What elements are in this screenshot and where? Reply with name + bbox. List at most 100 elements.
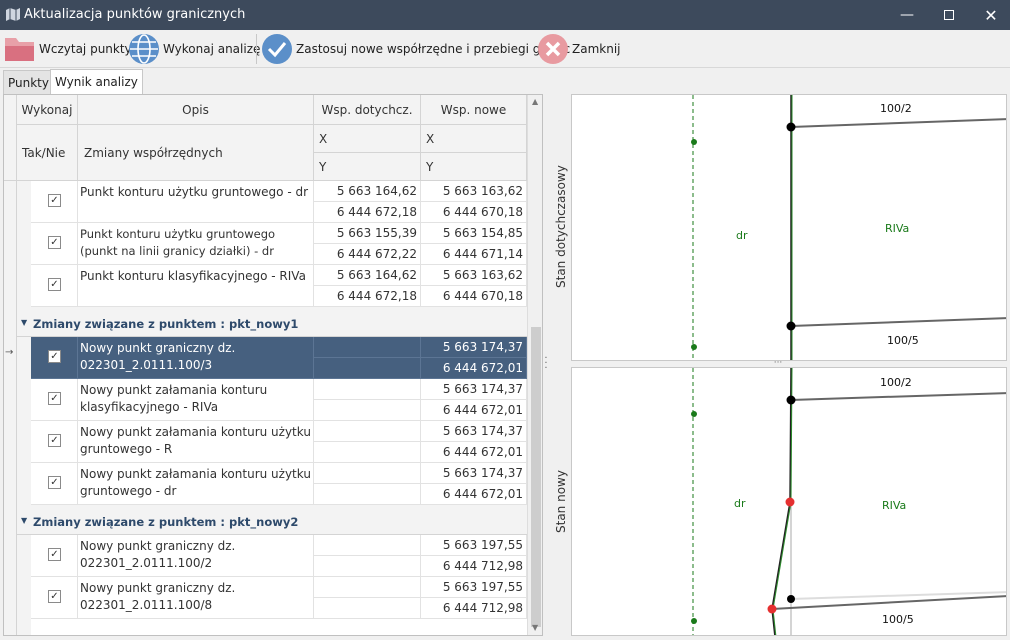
table-row: ✓ <box>31 421 78 463</box>
header-new-coords[interactable]: Wsp. nowe <box>421 95 527 125</box>
map-point <box>691 139 697 145</box>
group-header-pkt-nowy1[interactable]: ▼ Zmiany związane z punktem : pkt_nowy1 <box>17 307 527 337</box>
old-y-cell: 6 444 672,18 <box>314 286 421 307</box>
tab-points[interactable]: Punkty <box>3 70 54 94</box>
new-x-cell: 5 663 174,37 <box>421 337 527 358</box>
old-y-cell <box>314 400 421 421</box>
new-x-cell: 5 663 174,37 <box>421 379 527 400</box>
new-y-cell: 6 444 670,18 <box>421 202 527 223</box>
group-indent <box>17 535 31 635</box>
apply-changes-button[interactable]: Zastosuj nowe współrzędne i przebiegi gr… <box>261 33 570 65</box>
collapse-icon[interactable]: ▼ <box>21 318 28 327</box>
close-dialog-label: Zamknij <box>572 42 621 56</box>
new-x-cell: 5 663 163,62 <box>421 181 527 202</box>
vertical-splitter-grip[interactable]: · · · <box>544 353 548 374</box>
header-description[interactable]: Opis <box>78 95 314 125</box>
tab-bar: Punkty Wynik analizy <box>0 68 1010 94</box>
new-contour-line <box>772 368 793 635</box>
execute-checkbox[interactable]: ✓ <box>48 278 61 291</box>
scrollbar-thumb[interactable] <box>531 327 541 627</box>
load-points-label: Wczytaj punkty <box>39 42 132 56</box>
execute-checkbox[interactable]: ✓ <box>48 434 61 447</box>
maximize-button[interactable] <box>926 0 972 30</box>
new-x-cell: 5 663 163,62 <box>421 265 527 286</box>
close-dialog-button[interactable]: Zamknij <box>537 33 621 65</box>
parcel-line-top <box>790 118 1006 128</box>
table-row: ✓ <box>31 265 78 307</box>
header-new-y: Y <box>421 153 527 181</box>
scroll-down-icon[interactable]: ▼ <box>532 623 539 632</box>
header-yes-no: Tak/Nie <box>17 125 78 181</box>
execute-checkbox[interactable]: ✓ <box>48 476 61 489</box>
row-description: Nowy punkt załamania konturu użytku grun… <box>78 463 314 505</box>
globe-icon <box>129 34 159 64</box>
minimize-button[interactable]: — <box>884 0 930 30</box>
current-row-arrow-icon: → <box>5 347 14 358</box>
group-title: Zmiany związane z punktem : pkt_nowy2 <box>33 515 299 529</box>
new-y-cell: 6 444 670,18 <box>421 286 527 307</box>
tab-analysis-result[interactable]: Wynik analizy <box>50 69 143 94</box>
landuse-label-left: dr <box>736 229 748 242</box>
table-row: ✓ <box>31 223 78 265</box>
grid-scrollbar[interactable]: ▲ ▼ <box>527 95 542 635</box>
load-points-button[interactable]: Wczytaj punkty <box>4 33 132 65</box>
header-execute[interactable]: Wykonaj <box>17 95 78 125</box>
map-point <box>691 411 697 417</box>
execute-checkbox[interactable]: ✓ <box>48 236 61 249</box>
scroll-up-icon[interactable]: ▲ <box>532 97 539 106</box>
old-x-cell: 5 663 164,62 <box>314 181 421 202</box>
horizontal-splitter-grip[interactable]: ··· <box>773 358 783 368</box>
header-old-coords[interactable]: Wsp. dotychcz. <box>314 95 421 125</box>
new-y-cell: 6 444 672,01 <box>421 400 527 421</box>
old-parcel-line-bottom <box>790 591 1006 600</box>
toolbar: Wczytaj punkty Wykonaj analizę Zastosuj … <box>0 30 1010 68</box>
old-x-cell <box>314 379 421 400</box>
old-x-cell: 5 663 155,39 <box>314 223 421 244</box>
map-after-panel[interactable]: 100/2 100/5 dr RIVa <box>571 367 1007 636</box>
parcel-line-bottom <box>790 317 1006 327</box>
row-description: Punkt konturu użytku gruntowego (punkt n… <box>78 223 314 265</box>
execute-checkbox[interactable]: ✓ <box>48 548 61 561</box>
execute-checkbox[interactable]: ✓ <box>48 194 61 207</box>
close-icon: ✕ <box>984 5 998 25</box>
map-point <box>691 344 697 350</box>
run-analysis-button[interactable]: Wykonaj analizę <box>128 33 260 65</box>
execute-checkbox[interactable]: ✓ <box>48 392 61 405</box>
boundary-point <box>786 122 796 132</box>
row-indicator <box>4 307 17 507</box>
table-row: ✓ <box>31 181 78 223</box>
old-y-cell <box>314 358 421 379</box>
execute-checkbox[interactable]: ✓ <box>48 590 61 603</box>
apply-changes-label: Zastosuj nowe współrzędne i przebiegi gr… <box>296 42 571 56</box>
header-new-x: X <box>421 125 527 153</box>
new-point-marker <box>767 604 777 614</box>
map-point <box>691 618 697 624</box>
new-x-cell: 5 663 197,55 <box>421 577 527 598</box>
old-x-cell <box>314 535 421 556</box>
parcel-line-bottom <box>771 595 1006 610</box>
table-row: ✓ <box>31 535 78 577</box>
bottom-map-label: Stan nowy <box>554 470 568 533</box>
old-x-cell <box>314 337 421 358</box>
header-old-y: Y <box>314 153 421 181</box>
new-y-cell: 6 444 672,01 <box>421 358 527 379</box>
maximize-icon <box>944 10 954 20</box>
group-header-pkt-nowy2[interactable]: ▼ Zmiany związane z punktem : pkt_nowy2 <box>17 505 527 535</box>
new-y-cell: 6 444 712,98 <box>421 598 527 619</box>
old-x-cell: 5 663 164,62 <box>314 265 421 286</box>
minimize-icon: — <box>900 7 914 23</box>
new-y-cell: 6 444 672,01 <box>421 442 527 463</box>
row-description: Nowy punkt graniczny dz. 022301_2.0111.1… <box>78 337 314 379</box>
landuse-label-right: RIVa <box>882 499 907 512</box>
new-y-cell: 6 444 671,14 <box>421 244 527 265</box>
header-coord-changes: Zmiany współrzędnych <box>78 125 314 181</box>
old-y-cell <box>314 484 421 505</box>
row-description: Nowy punkt załamania konturu użytku grun… <box>78 421 314 463</box>
collapse-icon[interactable]: ▼ <box>21 516 28 525</box>
map-before-panel[interactable]: 100/2 100/5 dr RIVa <box>571 94 1007 361</box>
table-row-selected: ✓ <box>31 337 78 379</box>
close-window-button[interactable]: ✕ <box>968 0 1010 30</box>
landuse-label-left: dr <box>734 497 746 510</box>
execute-checkbox[interactable]: ✓ <box>48 350 61 363</box>
new-x-cell: 5 663 197,55 <box>421 535 527 556</box>
